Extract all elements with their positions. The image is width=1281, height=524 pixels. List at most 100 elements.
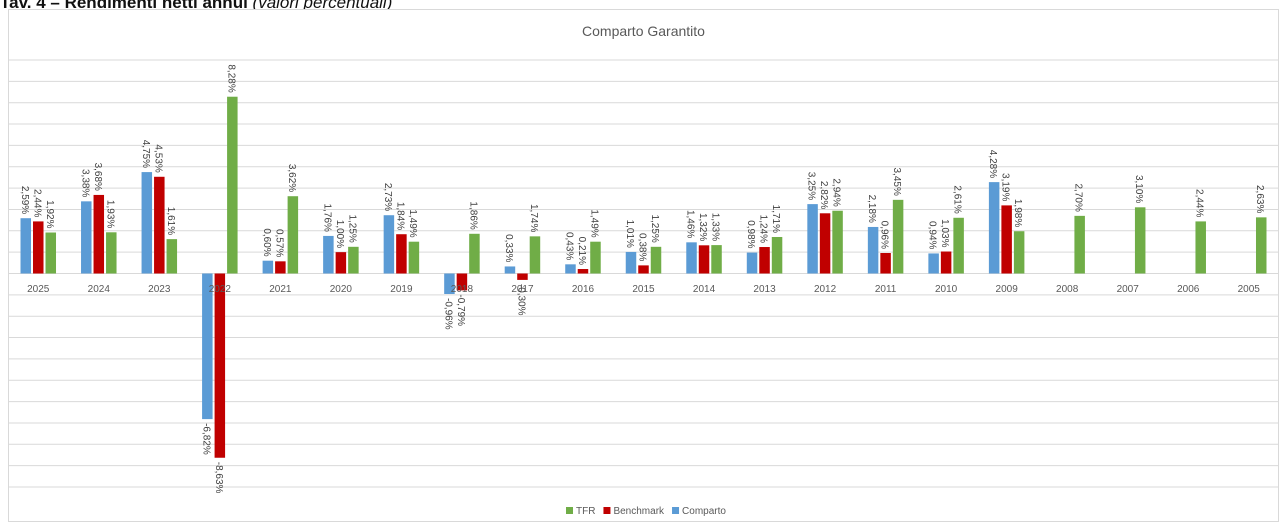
bar-benchmark-2013 [759,247,770,274]
data-label: 1,71% [770,205,781,233]
data-label: 2,44% [31,189,42,217]
tick-label-2015: 2015 [632,284,655,295]
bar-tfr-2010 [953,217,964,274]
bar-tfr-2018 [469,233,480,274]
data-label: -6,82% [200,423,211,455]
data-label: 3,68% [92,163,103,191]
bar-tfr-2006 [1195,221,1206,274]
tick-label-2011: 2011 [875,284,897,295]
bar-comparto-2017 [504,266,516,274]
bar-tfr-2022 [227,96,238,274]
data-label: 4,75% [140,140,151,168]
bar-tfr-2016 [590,241,601,274]
tick-label-2008: 2008 [1056,284,1079,295]
bar-comparto-2013 [746,252,758,274]
bar-comparto-2014 [686,242,697,274]
bar-tfr-2008 [1074,215,1085,274]
tick-label-2025: 2025 [27,284,50,295]
bars [20,96,1267,458]
tick-label-2018: 2018 [451,284,474,295]
tick-label-2014: 2014 [693,284,716,295]
data-label: 1,86% [467,201,478,229]
bar-benchmark-2021 [275,261,286,274]
data-label: -0,79% [455,294,466,326]
data-labels: 2,59% 2,44% 1,92%3,38% 3,68%1,93%4,75% 4,53%… [19,64,1265,493]
bar-tfr-2020 [348,246,359,274]
legend-swatch-tfr [566,507,573,514]
bar-tfr-2012 [832,210,843,274]
data-label: 0,33% [503,234,514,262]
data-label: 0,57% [273,229,284,257]
data-label: 3,62% [286,164,297,192]
legend-swatch-comparto [672,507,680,514]
data-label: 2,18% [866,195,877,223]
data-label: 0,94% [927,221,938,249]
tick-label-2013: 2013 [753,284,776,295]
legend: TFR Benchmark Comparto [566,506,726,517]
bar-comparto-2022 [202,273,213,420]
bar-benchmark-2011 [880,253,891,274]
tick-label-2019: 2019 [390,284,413,295]
data-label: 1,24% [758,215,769,243]
data-label: 2,59% [19,186,30,214]
legend-swatch-benchmark [603,507,611,514]
bar-comparto-2012 [807,204,818,274]
data-label: 1,00% [334,220,345,248]
bar-comparto-2018 [444,273,455,294]
data-label: 4,28% [987,150,998,178]
bar-benchmark-2018 [456,273,468,291]
bar-tfr-2023 [166,239,178,274]
bar-comparto-2023 [141,172,153,274]
data-label: 1,98% [1012,199,1023,227]
data-label: 1,01% [624,220,635,248]
tick-label-2022: 2022 [209,284,232,295]
category-labels: 2025 2024 2023 2022 2021 2020 2019 2018 2017 2016… [27,284,1260,295]
tick-label-2016: 2016 [572,284,595,295]
legend-label-comparto: Comparto [682,506,726,517]
data-label: 2,73% [382,183,393,211]
data-label: 2,44% [1194,189,1205,217]
bar-tfr-2017 [529,236,541,274]
bar-benchmark-2023 [154,176,165,274]
bar-comparto-2015 [625,251,637,274]
data-label: 1,03% [939,219,950,247]
data-label: 8,28% [225,64,236,92]
tick-label-2006: 2006 [1177,284,1200,295]
bar-benchmark-2010 [940,251,952,274]
data-label: 1,25% [346,214,357,242]
data-label: 3,45% [891,167,902,195]
data-label: 1,46% [685,210,696,238]
data-label: 3,38% [79,169,90,197]
tick-label-2023: 2023 [148,284,171,295]
data-label: 1,49% [588,209,599,237]
data-label: 1,49% [407,209,418,237]
bar-tfr-2025 [45,232,57,274]
data-label: 1,61% [165,207,176,235]
tick-label-2012: 2012 [814,284,837,295]
data-label: 3,19% [1000,173,1011,201]
data-label: -0,96% [442,298,453,330]
bar-benchmark-2012 [819,213,831,274]
data-label: 0,43% [563,232,574,260]
data-label: 2,63% [1254,185,1265,213]
data-label: 1,32% [697,213,708,241]
chart-title: Comparto Garantito [582,23,705,39]
tick-label-2007: 2007 [1117,284,1140,295]
data-label: 0,98% [745,220,756,248]
bar-tfr-2024 [106,232,117,274]
tick-label-2021: 2021 [269,284,292,295]
legend-label-tfr: TFR [576,506,595,517]
data-label: 1,33% [710,213,721,241]
bar-tfr-2014 [711,245,722,274]
bar-benchmark-2009 [1001,205,1012,274]
data-label: 1,74% [528,204,539,232]
data-label: 2,94% [831,178,842,206]
bar-benchmark-2024 [93,194,105,274]
data-label: -0,30% [515,284,526,316]
tick-label-2024: 2024 [88,284,111,295]
data-label: 0,60% [261,228,272,256]
bar-tfr-2005 [1255,217,1267,274]
data-label: 1,25% [649,214,660,242]
tick-label-2010: 2010 [935,284,958,295]
